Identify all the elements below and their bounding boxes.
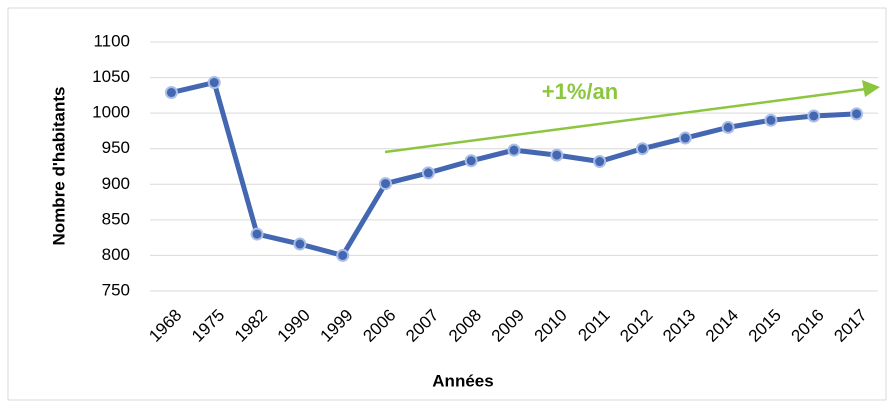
data-point [250, 227, 264, 241]
data-point [207, 76, 221, 90]
x-axis-label: Années [432, 371, 493, 390]
data-point [764, 113, 778, 127]
data-point [593, 155, 607, 169]
data-point [807, 109, 821, 123]
y-tick-label: 1100 [93, 31, 130, 50]
data-point [164, 86, 178, 100]
data-point [850, 107, 864, 121]
data-point [550, 148, 564, 162]
y-axis-label: Nombre d'habitants [49, 87, 68, 246]
y-tick-label: 850 [102, 209, 130, 228]
y-tick-label: 1050 [92, 67, 130, 86]
data-point [507, 143, 521, 157]
data-point [721, 120, 735, 134]
y-tick-label: 750 [102, 280, 130, 299]
y-tick-label: 1000 [92, 103, 130, 122]
y-tick-label: 950 [102, 138, 130, 157]
trend-arrow [384, 87, 867, 154]
chart-frame [7, 7, 887, 401]
data-point [678, 131, 692, 145]
data-point [421, 166, 435, 180]
y-tick-label: 800 [102, 245, 130, 264]
annotation: +1%/an [542, 79, 618, 104]
data-point [635, 142, 649, 156]
data-point [379, 177, 393, 191]
y-tick-label: 900 [102, 174, 130, 193]
data-point [293, 237, 307, 251]
trend-arrow-head [862, 80, 880, 97]
data-point [464, 154, 478, 168]
data-point [336, 248, 350, 262]
